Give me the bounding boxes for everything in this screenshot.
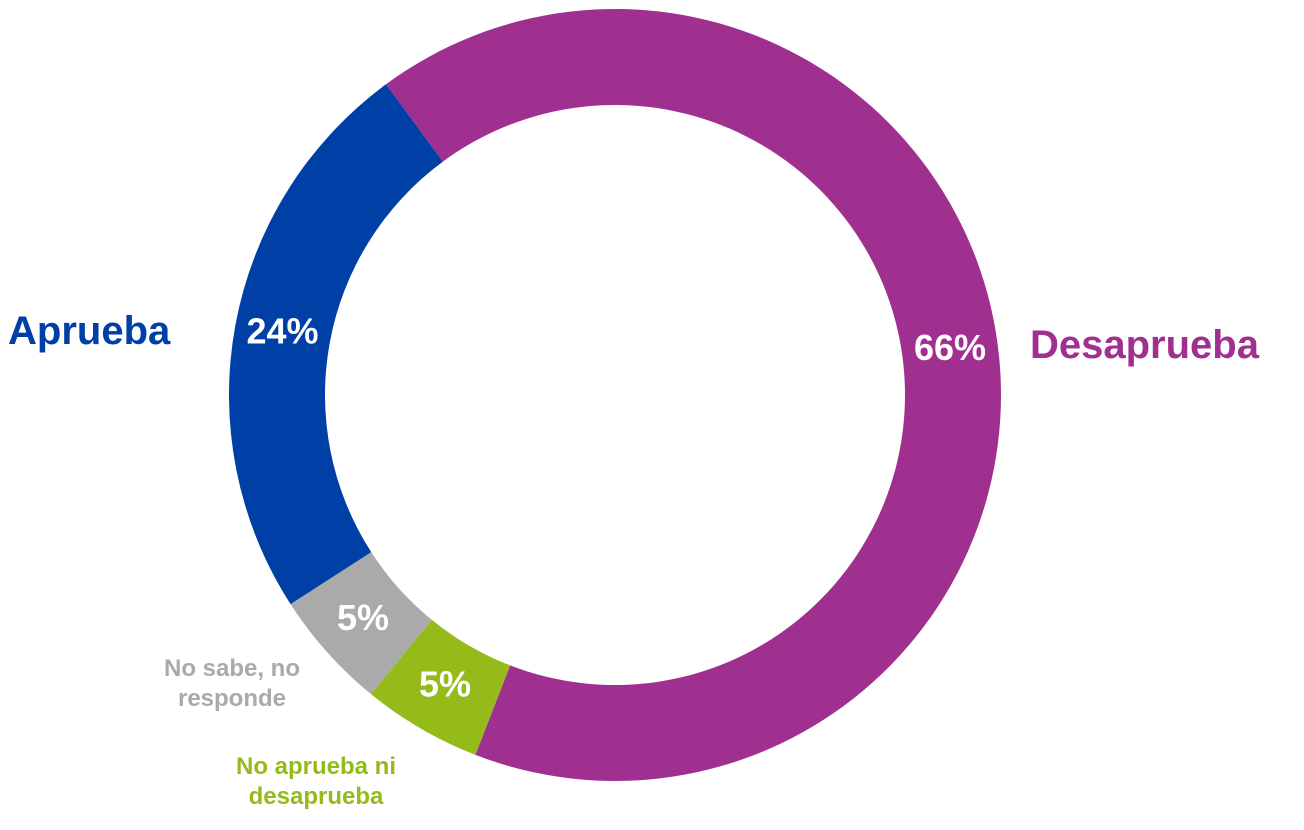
category-label: No sabe, no responde xyxy=(163,655,301,712)
value-label: 5% xyxy=(337,597,389,638)
donut-segment xyxy=(371,619,511,755)
donut-segment xyxy=(229,84,443,605)
value-label: 66% xyxy=(914,327,986,368)
value-label: 5% xyxy=(419,664,471,705)
category-label: Aprueba xyxy=(8,309,171,353)
donut-segment xyxy=(290,552,432,695)
donut-segment xyxy=(385,9,1001,781)
category-label: Desaprueba xyxy=(1030,323,1259,367)
value-label: 24% xyxy=(247,311,319,352)
category-label: No aprueba ni desaprueba xyxy=(235,753,397,810)
